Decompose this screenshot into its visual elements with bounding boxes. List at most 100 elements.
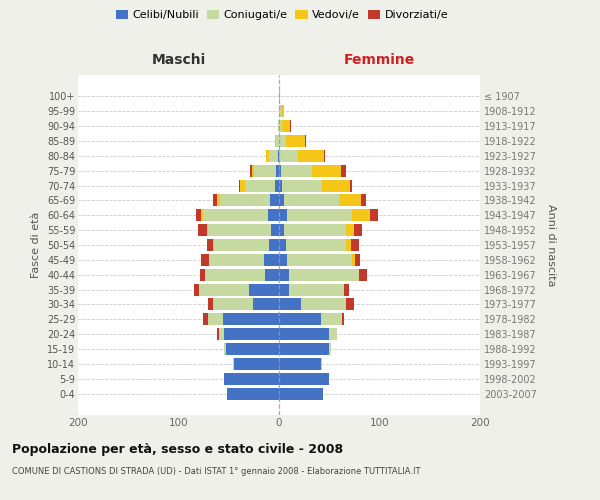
Bar (239, 180, 240, 192)
Bar (271, 224, 279, 236)
Text: Popolazione per età, sesso e stato civile - 2008: Popolazione per età, sesso e stato civil… (12, 442, 343, 456)
Bar (200, 210, 203, 221)
Bar (279, 298, 301, 310)
Bar (340, 194, 361, 206)
Bar (270, 194, 279, 206)
Bar (200, 269, 205, 280)
Bar (329, 343, 331, 355)
Bar (224, 373, 279, 384)
Text: COMUNE DI CASTIONS DI STRADA (UD) - Dati ISTAT 1° gennaio 2008 - Elaborazione TU: COMUNE DI CASTIONS DI STRADA (UD) - Dati… (12, 468, 421, 476)
Bar (346, 239, 352, 251)
Bar (224, 328, 279, 340)
Bar (322, 180, 350, 192)
Bar (279, 120, 282, 132)
Bar (352, 254, 355, 266)
Bar (279, 373, 329, 384)
Bar (227, 388, 279, 400)
Bar (359, 269, 367, 280)
Bar (355, 224, 362, 236)
Bar (329, 328, 337, 340)
Text: Femmine: Femmine (344, 52, 415, 66)
Bar (281, 165, 312, 176)
Bar (266, 150, 269, 162)
Bar (212, 239, 214, 251)
Bar (208, 224, 271, 236)
Bar (264, 254, 279, 266)
Bar (279, 239, 286, 251)
Bar (301, 298, 346, 310)
Bar (279, 358, 321, 370)
Bar (341, 165, 346, 176)
Bar (206, 224, 208, 236)
Bar (275, 135, 276, 147)
Bar (212, 298, 253, 310)
Bar (276, 135, 279, 147)
Bar (282, 180, 322, 192)
Bar (194, 284, 199, 296)
Bar (279, 135, 286, 147)
Bar (252, 165, 254, 176)
Bar (240, 180, 245, 192)
Bar (279, 106, 281, 117)
Bar (355, 254, 361, 266)
Bar (217, 328, 218, 340)
Bar (196, 210, 200, 221)
Bar (343, 314, 344, 325)
Bar (268, 210, 279, 221)
Bar (233, 358, 234, 370)
Bar (346, 224, 355, 236)
Bar (218, 328, 224, 340)
Bar (253, 298, 279, 310)
Bar (206, 239, 212, 251)
Bar (203, 314, 208, 325)
Bar (197, 224, 206, 236)
Bar (279, 165, 281, 176)
Bar (254, 165, 276, 176)
Bar (289, 284, 344, 296)
Bar (279, 90, 280, 102)
Bar (279, 314, 321, 325)
Bar (209, 254, 264, 266)
Bar (324, 150, 325, 162)
Bar (269, 150, 278, 162)
Bar (286, 239, 346, 251)
Bar (217, 194, 220, 206)
Bar (346, 298, 355, 310)
Bar (224, 343, 226, 355)
Bar (265, 269, 279, 280)
Bar (305, 135, 306, 147)
Bar (200, 254, 209, 266)
Bar (208, 314, 223, 325)
Bar (276, 165, 279, 176)
Bar (281, 106, 284, 117)
Bar (284, 224, 346, 236)
Bar (214, 239, 269, 251)
Bar (298, 150, 324, 162)
Bar (279, 150, 298, 162)
Bar (203, 210, 268, 221)
Bar (245, 180, 275, 192)
Bar (279, 284, 289, 296)
Bar (279, 269, 289, 280)
Y-axis label: Anni di nascita: Anni di nascita (547, 204, 556, 286)
Bar (321, 314, 343, 325)
Bar (199, 284, 249, 296)
Bar (234, 358, 279, 370)
Bar (208, 298, 212, 310)
Legend: Celibi/Nubili, Coniugati/e, Vedovi/e, Divorziati/e: Celibi/Nubili, Coniugati/e, Vedovi/e, Di… (112, 6, 452, 25)
Bar (282, 120, 290, 132)
Bar (212, 194, 217, 206)
Bar (250, 165, 252, 176)
Bar (220, 194, 270, 206)
Bar (279, 224, 284, 236)
Bar (279, 210, 287, 221)
Bar (370, 210, 379, 221)
Bar (289, 269, 359, 280)
Bar (279, 180, 282, 192)
Bar (275, 180, 279, 192)
Bar (352, 239, 359, 251)
Bar (286, 135, 305, 147)
Bar (350, 180, 352, 192)
Bar (321, 358, 322, 370)
Bar (279, 328, 329, 340)
